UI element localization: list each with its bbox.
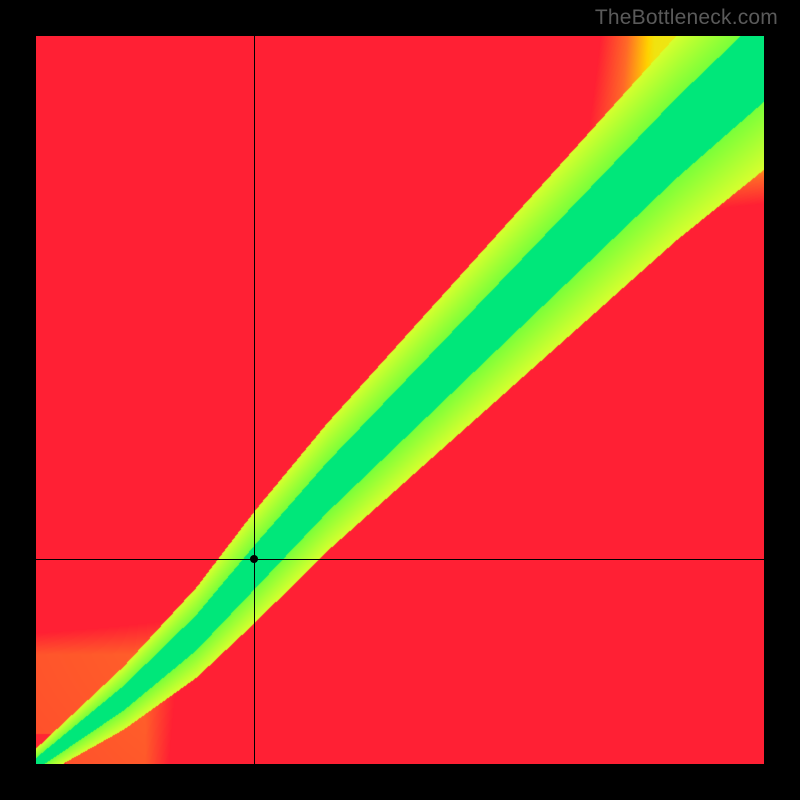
heatmap-canvas xyxy=(36,36,764,764)
marker-dot xyxy=(250,555,258,563)
watermark-text: TheBottleneck.com xyxy=(595,6,778,30)
crosshair-horizontal xyxy=(36,559,764,560)
crosshair-vertical xyxy=(254,36,255,764)
plot-area xyxy=(36,36,764,764)
